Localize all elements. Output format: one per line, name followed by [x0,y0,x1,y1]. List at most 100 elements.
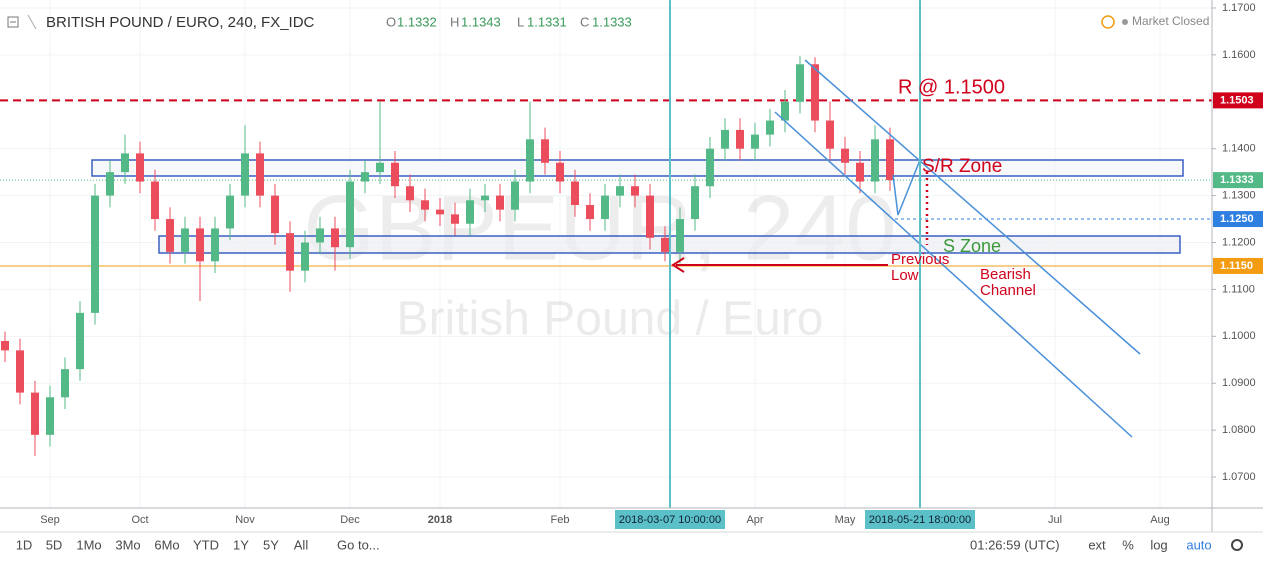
settings-icon[interactable] [1231,539,1243,551]
price-label: 1.1503 [1220,94,1254,106]
annotation: Previous [891,251,949,268]
candle-body [841,148,849,163]
watermark: GBPEUR, 240 [303,177,896,279]
candle-body [586,204,594,220]
y-tick-label: 1.1300 [1222,190,1256,202]
scale-option[interactable]: log [1150,537,1167,552]
goto-button[interactable]: Go to... [337,537,380,552]
x-tick-label: Apr [746,514,763,526]
candle-body [361,172,369,182]
candle-body [136,153,144,182]
candle-body [211,228,219,262]
candle-body [766,120,774,135]
y-tick-label: 1.1400 [1222,143,1256,155]
x-tick-label: Sep [40,514,60,526]
price-label: 1.1150 [1220,260,1253,272]
price-label: 1.1333 [1220,174,1254,186]
scale-option[interactable]: % [1122,537,1134,552]
y-tick-label: 1.0900 [1222,377,1256,389]
crosshair-label: 2018-03-07 10:00:00 [619,514,721,526]
toolbar: 1D 5D 1Mo 3Mo 6Mo YTD 1Y 5Y All Go to... 01:26:59 … [16,537,1212,552]
scale-option[interactable]: auto [1186,537,1211,552]
range-button[interactable]: YTD [193,537,219,552]
ohlc-value: 1.1333 [592,14,632,29]
y-tick-label: 1.1000 [1222,330,1256,342]
range-button[interactable]: 5Y [263,537,279,552]
candle-body [31,392,39,435]
range-button[interactable]: 1Mo [76,537,101,552]
annotation: R @ 1.1500 [898,76,1005,98]
levels [0,99,1212,267]
range-button[interactable]: 1Y [233,537,249,552]
candle-body [451,214,459,224]
sr-zone-box[interactable] [91,159,1184,177]
candles [1,56,894,456]
ohlc-value: 1.1332 [397,14,437,29]
candle-body [661,237,669,252]
ohlc-value: 1.1343 [461,14,501,29]
candle-body [721,129,729,149]
y-tick-label: 1.1200 [1222,236,1256,248]
range-button[interactable]: 1D [16,537,33,552]
clock: 01:26:59 (UTC) [970,537,1060,552]
candle-body [496,195,504,210]
annotation: S/R Zone [922,156,1002,177]
candle-body [751,134,759,149]
candle-body [1,341,9,351]
range-button[interactable]: 5D [46,537,63,552]
y-tick-label: 1.0700 [1222,471,1256,483]
x-tick-label: Jul [1048,514,1062,526]
range-button[interactable]: 6Mo [154,537,179,552]
x-tick-label: Aug [1150,514,1170,526]
crosshair-label-bg [865,510,975,529]
candle-body [226,195,234,229]
range-button[interactable]: All [294,537,309,552]
candle-body [886,139,894,181]
candle-body [631,186,639,196]
candle-body [541,139,549,163]
annotation: S Zone [943,236,1001,256]
candle-body [826,120,834,149]
annotation: Bearish [980,266,1031,283]
status-icon [1101,15,1115,29]
candle-body [811,64,819,121]
symbol-title[interactable]: BRITISH POUND / EURO, 240, FX_IDC [46,14,315,31]
candle-body [436,209,444,215]
x-tick-label: Dec [340,514,360,526]
candle-body [61,369,69,398]
candle-body [601,195,609,220]
scale-option[interactable]: ext [1088,537,1106,552]
projection[interactable] [892,159,921,216]
crosshair-label-bg [615,510,725,529]
watermark-sub: British Pound / Euro [397,293,824,346]
price-label-bg [1213,257,1263,274]
candle-body [421,200,429,210]
candle-body [796,64,804,102]
candle-body [691,186,699,220]
axes: 1.0700 1.0800 1.0900 1.1000 1.1100 1.1200 1.13… [40,2,1263,526]
collapse-icon[interactable] [7,16,19,28]
candle-body [706,148,714,187]
candle-body [346,181,354,248]
arrow-head [671,257,685,273]
x-tick-label: 2018 [428,514,452,526]
candle-body [556,162,564,182]
candle-body [316,228,324,243]
ohlc-label: C [580,14,589,29]
candle-body [391,162,399,187]
channel-upper[interactable] [804,59,1141,355]
candle-body [91,195,99,313]
range-button[interactable]: 3Mo [115,537,140,552]
x-tick-label: Oct [131,514,148,526]
x-tick-label: Nov [235,514,255,526]
channel-lower[interactable] [774,111,1133,438]
candle-body [646,195,654,238]
candle-body [571,181,579,205]
candle-body [271,195,279,234]
candle-body [16,350,24,393]
candle-body [181,228,189,252]
candle-body [856,162,864,182]
y-tick-label: 1.1600 [1222,49,1256,61]
